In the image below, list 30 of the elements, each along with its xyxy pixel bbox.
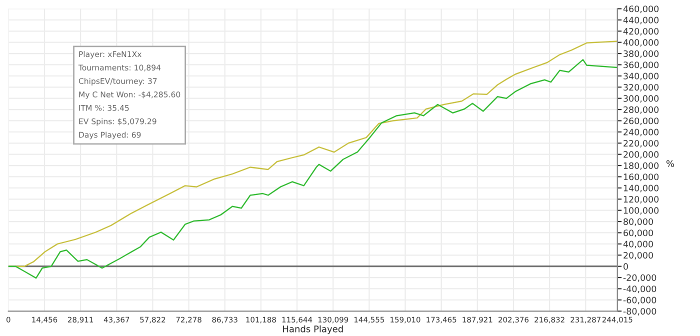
- y-tick-label: 360,000: [624, 62, 659, 70]
- y-tick-label: -60,000: [623, 296, 656, 304]
- y-tick-label: 460,000: [623, 6, 659, 14]
- y-tick-label: 340,000: [624, 72, 659, 80]
- y-tick-label: 120,000: [624, 196, 659, 204]
- y-axis-title: %: [666, 160, 674, 167]
- y-tick-label: 180,000: [624, 162, 659, 170]
- y-tick-label: 240,000: [624, 128, 659, 136]
- y-tick-label: 280,000: [624, 106, 659, 114]
- y-tick-label: 300,000: [624, 95, 659, 103]
- y-tick-label: 400,000: [623, 39, 659, 47]
- y-tick-label: -40,000: [623, 286, 656, 294]
- y-tick-label: 200,000: [624, 151, 659, 159]
- y-tick-label: -80,000: [623, 308, 656, 316]
- y-tick-label: 20,000: [624, 252, 653, 260]
- y-tick-label: 100,000: [624, 207, 659, 215]
- y-tick-label: 40,000: [623, 240, 653, 248]
- y-tick-label: 140,000: [624, 184, 659, 192]
- y-tick-label: 160,000: [624, 174, 659, 182]
- y-tick-label: 260,000: [624, 118, 659, 126]
- y-tick-label: 0: [624, 263, 628, 270]
- y-tick-label: 60,000: [624, 230, 653, 238]
- y-tick-label: 440,000: [623, 16, 659, 24]
- y-tick-label: 220,000: [624, 140, 659, 148]
- y-tick-label: -20,000: [623, 274, 656, 282]
- x-axis-title: Hands Played: [283, 325, 343, 334]
- y-tick-label: 380,000: [624, 50, 659, 58]
- y-tick-label: 80,000: [624, 218, 653, 226]
- y-tick-label: 420,000: [623, 28, 659, 36]
- y-tick-label: 320,000: [624, 84, 659, 92]
